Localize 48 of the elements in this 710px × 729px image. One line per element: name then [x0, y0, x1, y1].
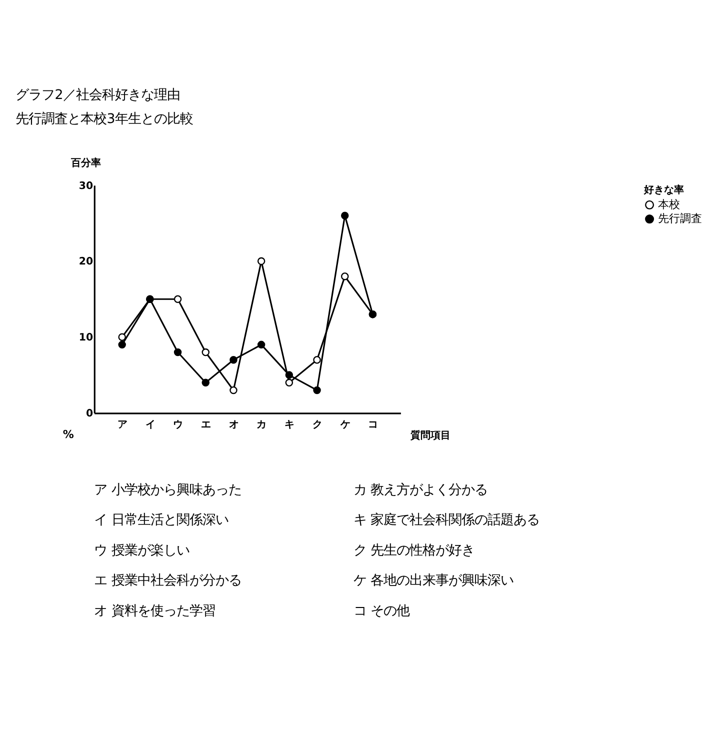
point	[257, 257, 266, 266]
text: エ 授業中社会科が分かる	[94, 574, 242, 589]
text: ケ 各地の出来事が興味深い	[353, 574, 514, 589]
point	[313, 356, 321, 364]
text: カ 教え方がよく分かる	[353, 482, 488, 498]
text: %	[62, 428, 74, 442]
y-axis-title: 百分率	[70, 157, 102, 170]
text: ア 小学校から興味あった	[94, 482, 242, 498]
point	[202, 378, 210, 387]
x-tick-label: ケ	[339, 420, 350, 431]
x-tick-label: イ	[145, 420, 156, 431]
point	[230, 356, 238, 364]
legend-title: 好きな率	[643, 184, 684, 196]
text: ク 先生の性格が好き	[353, 543, 475, 558]
text: イ 日常生活と関係深い	[94, 513, 228, 528]
text: キ 家庭で社会科関係の話題ある	[353, 512, 540, 528]
point	[174, 295, 182, 303]
y-tick-label: 20	[78, 256, 94, 268]
point	[340, 212, 349, 220]
x-tick-label: オ	[228, 420, 239, 431]
point	[285, 371, 294, 379]
x-axis-title: 質問項目	[409, 430, 450, 442]
x-tick-label: キ	[284, 420, 295, 431]
text: ウ 授業が楽しい	[94, 543, 190, 558]
text: コ その他	[353, 604, 410, 619]
legend-label: 先行調査	[658, 212, 702, 226]
x-tick-label: エ	[201, 420, 212, 431]
point	[230, 386, 238, 394]
x-tick-label: コ	[368, 420, 378, 431]
point	[174, 348, 182, 356]
point	[285, 378, 294, 387]
x-tick-label: ア	[117, 420, 128, 431]
text: オ 資料を使った学習	[94, 604, 216, 619]
legend-label: 本校	[658, 198, 680, 212]
chart-title: グラフ2／社会科好きな理由	[16, 88, 180, 103]
point	[118, 340, 126, 349]
y-tick-label: 0	[86, 408, 94, 420]
point	[257, 340, 266, 349]
chart-subtitle: 先行調査と本校3年生との比較	[16, 112, 194, 128]
y-tick-label: 10	[78, 332, 94, 344]
x-tick-label: ク	[312, 420, 322, 431]
point	[118, 333, 126, 341]
point	[340, 272, 349, 280]
point	[202, 348, 210, 356]
x-tick-label: カ	[256, 420, 267, 431]
x-tick-label: ウ	[173, 420, 184, 431]
point	[313, 386, 321, 394]
y-tick-label: 30	[78, 180, 94, 192]
